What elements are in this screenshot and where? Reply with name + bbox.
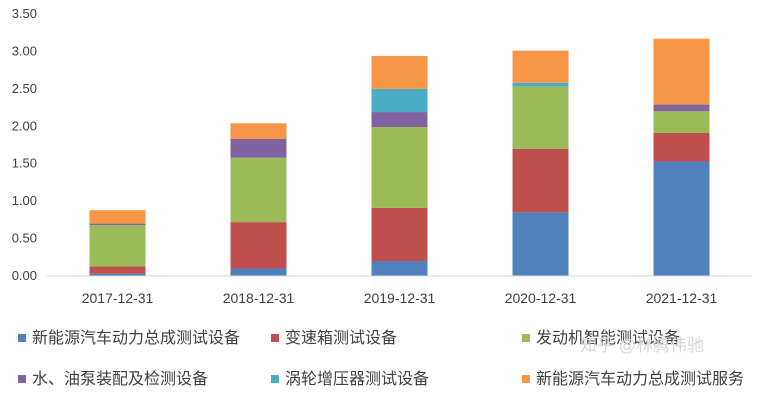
bar-segment [371, 88, 428, 113]
legend-label: 新能源汽车动力总成测试服务 [536, 370, 744, 388]
watermark-text: 知乎 @林腾伟驰 [580, 336, 704, 355]
bar-segment [230, 157, 287, 223]
bar-segment [89, 266, 146, 274]
legend-swatch [522, 334, 530, 342]
bar-segment [371, 112, 428, 128]
y-tick-label: 2.50 [12, 81, 37, 96]
bar-segment [653, 133, 710, 162]
bar-segment [230, 268, 287, 276]
legend: 新能源汽车动力总成测试设备 变速箱测试设备 发动机智能测试设备水、油泵装配及检测设备… [18, 329, 744, 388]
y-tick-label: 2.00 [12, 118, 37, 133]
legend-label: 水、油泵装配及检测设备 [32, 370, 208, 388]
legend-swatch [18, 334, 26, 342]
y-tick-label: 0.50 [12, 231, 37, 246]
y-tick-labels: 0.00 0.50 1.00 1.50 2.00 2.50 3.00 3.50 [12, 6, 37, 283]
bar-segment [371, 261, 428, 276]
x-tick-label: 2021-12-31 [646, 290, 718, 306]
bar-segment [230, 139, 287, 158]
bar-segment [512, 212, 569, 276]
x-tick-label: 2017-12-31 [82, 290, 154, 306]
legend-label: 涡轮增压器测试设备 [285, 370, 429, 388]
legend-swatch [522, 375, 530, 383]
legend-swatch [18, 375, 26, 383]
y-tick-label: 0.00 [12, 268, 37, 283]
bar-segment [512, 82, 569, 87]
bar-segment [512, 148, 569, 213]
bar-segment [371, 207, 428, 262]
legend-swatch [271, 334, 279, 342]
legend-label: 发动机智能测试设备 [536, 329, 680, 347]
y-tick-label: 3.50 [12, 6, 37, 21]
bar-segment [371, 127, 428, 208]
bar-segment [230, 123, 287, 140]
legend-swatch [271, 375, 279, 383]
bar-segment [653, 38, 710, 105]
y-tick-label: 3.00 [12, 43, 37, 58]
bar-segment [89, 225, 146, 267]
bars-layer [89, 38, 710, 276]
x-tick-labels: 2017-12-31 2018-12-31 2019-12-31 2020-12-31… [82, 290, 718, 306]
y-tick-label: 1.00 [12, 193, 37, 208]
x-tick-label: 2019-12-31 [364, 290, 436, 306]
x-tick-label: 2020-12-31 [505, 290, 577, 306]
bar-segment [371, 55, 428, 89]
bar-segment [89, 210, 146, 224]
bar-segment [653, 104, 710, 112]
legend-label: 变速箱测试设备 [285, 329, 397, 347]
y-tick-label: 1.50 [12, 156, 37, 171]
bar-segment [89, 223, 146, 226]
bar-segment [512, 50, 569, 83]
x-tick-label: 2018-12-31 [223, 290, 295, 306]
legend-label: 新能源汽车动力总成测试设备 [32, 329, 240, 347]
bar-segment [230, 222, 287, 269]
bar-segment [653, 161, 710, 276]
bar-segment [653, 111, 710, 134]
bar-segment [89, 273, 146, 276]
bar-segment [512, 86, 569, 149]
